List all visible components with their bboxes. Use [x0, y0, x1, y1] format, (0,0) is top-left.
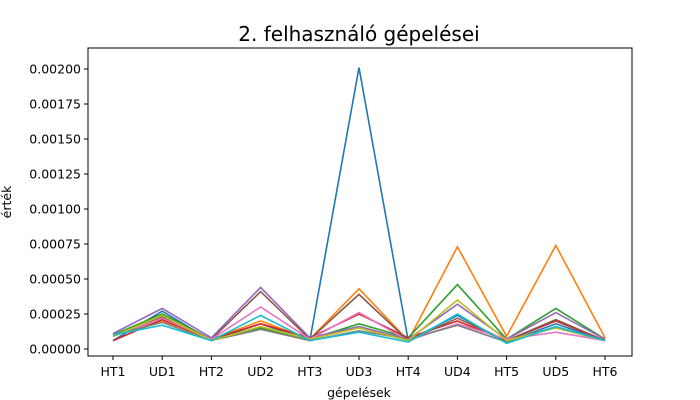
- y-tick-label: 0.00100: [29, 202, 81, 217]
- series-line-9: [112, 298, 606, 342]
- series-line-5: [112, 286, 606, 341]
- x-tick-label: UD5: [542, 364, 569, 379]
- y-tick-label: 0.00200: [29, 62, 81, 77]
- y-tick-label: 0.00050: [29, 272, 81, 287]
- y-tick-label: 0.00150: [29, 132, 81, 147]
- x-tick-label: UD4: [444, 364, 471, 379]
- y-tick-label: 0.00125: [29, 167, 81, 182]
- x-tick-label: UD1: [149, 364, 176, 379]
- x-tick-label: HT6: [593, 364, 618, 379]
- series-line-3: [112, 283, 606, 341]
- x-tick-label: HT1: [101, 364, 126, 379]
- y-tick-label: 0.00025: [29, 307, 81, 322]
- x-tick-label: HT2: [199, 364, 224, 379]
- y-tick-label: 0.00000: [29, 342, 81, 357]
- y-tick-label: 0.00075: [29, 237, 81, 252]
- series-layer: [112, 67, 606, 345]
- x-tick-label: UD2: [247, 364, 274, 379]
- y-axis: 0.00000 0.00025 0.00050 0.00075 0.00100 0.001…: [29, 62, 88, 357]
- chart-title: 2. felhasználó gépelései: [238, 22, 479, 46]
- plot-frame: [87, 47, 633, 357]
- x-axis: HT1 UD1 HT2 UD2 HT3 UD3 HT4 UD4 HT5 UD5 HT6: [101, 356, 618, 379]
- x-tick-label: HT5: [494, 364, 519, 379]
- x-tick-label: UD3: [346, 364, 373, 379]
- y-tick-label: 0.00175: [29, 97, 81, 112]
- x-axis-label: gépelések: [327, 385, 392, 400]
- x-tick-label: HT4: [396, 364, 421, 379]
- y-axis-label: érték: [0, 185, 14, 218]
- series-line-10: [112, 313, 606, 345]
- x-tick-label: HT3: [297, 364, 322, 379]
